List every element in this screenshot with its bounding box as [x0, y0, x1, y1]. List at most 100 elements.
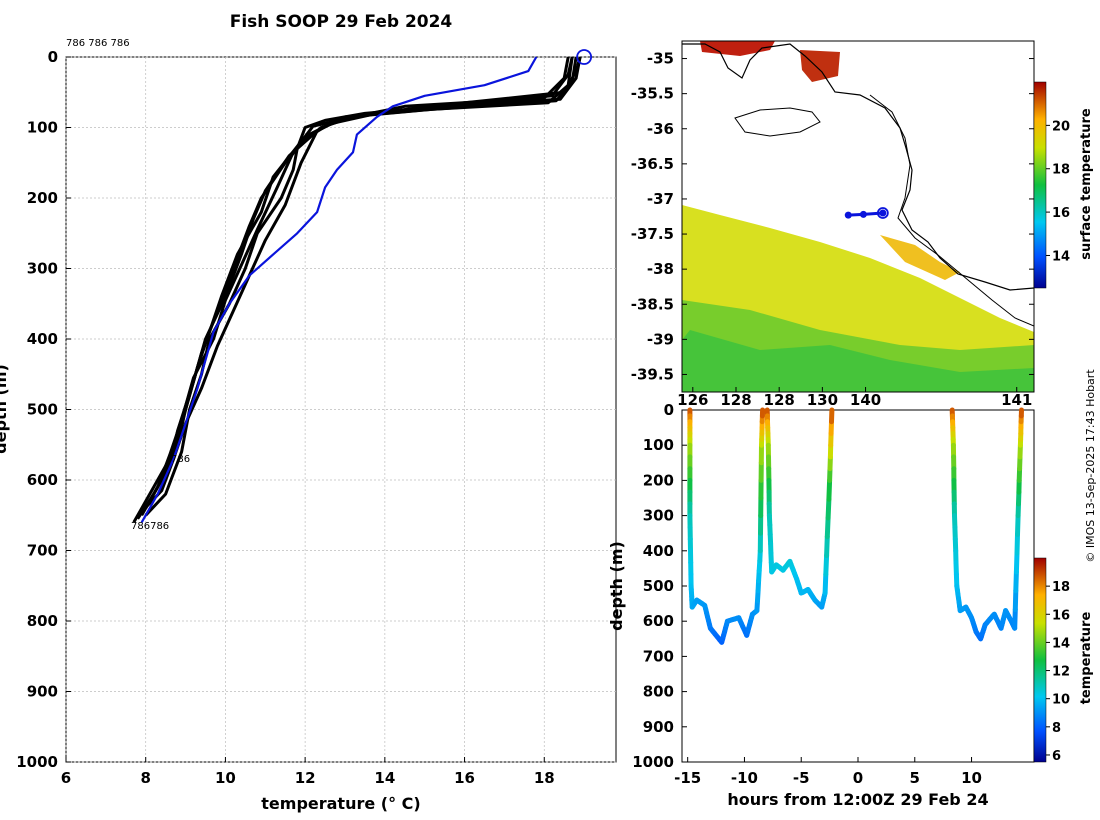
ship-position-marker — [876, 207, 889, 219]
map-axis-ticks: -35 -35.5 -36 -36.5 -37 -37.5 -38 -38.5 -39 -39.5… — [631, 50, 1034, 409]
map-y-tick-label-6: -38 — [647, 260, 674, 278]
map-x-tick-label-4: 140 — [850, 391, 881, 409]
section-colorbar-tick-label-3: 12 — [1052, 665, 1070, 680]
cast-2-segment-14-3 — [1013, 550, 1020, 575]
profile-x-tick-label-6: 18 — [534, 769, 555, 787]
map-y-tick-label-2: -36 — [647, 120, 674, 138]
map-y-tick-label-5: -37.5 — [631, 225, 674, 243]
cast-id-label-mid: 786 — [171, 454, 190, 465]
profile-6-line — [144, 56, 574, 509]
section-x-tick-label-5: 10 — [961, 769, 982, 787]
cast-1-segment-12-4 — [825, 496, 832, 521]
profile-grid — [65, 56, 616, 763]
cast-2-segment-14-0 — [1012, 607, 1018, 631]
section-y-tick-label-10: 1000 — [632, 753, 674, 771]
profile-x-tick-label-2: 10 — [215, 769, 236, 787]
section-x-tick-label-1: -10 — [731, 769, 758, 787]
section-y-tick-label-9: 900 — [643, 718, 674, 736]
cast-2-segment-14-4 — [1014, 531, 1020, 556]
section-panel: -15 -10 -5 0 5 100100200300400500600700800900… — [607, 401, 1094, 809]
section-y-tick-label-4: 400 — [643, 542, 674, 560]
map-x-tick-label-3: 130 — [807, 391, 838, 409]
isobath — [869, 94, 1034, 327]
section-y-tick-label-5: 500 — [643, 577, 674, 595]
section-colorbar-ticks: 6 8 10 12 14 16 18 — [1046, 580, 1070, 764]
profile-lines — [132, 49, 593, 524]
section-y-tick-label-3: 300 — [643, 507, 674, 525]
ship-track-point-2 — [879, 209, 887, 217]
section-plot-frame — [681, 409, 1035, 763]
credit-text: © IMOS 13-Sep-2025 17:43 Hobart — [1084, 369, 1097, 563]
inlet-hot-patch — [800, 50, 840, 82]
profile-5-line — [140, 56, 570, 517]
profile-x-tick-label-5: 16 — [454, 769, 475, 787]
cast-1-segment-12-3 — [824, 515, 831, 540]
cast-1-segment-12-0 — [822, 571, 829, 596]
section-x-tick-label-0: -15 — [674, 769, 701, 787]
section-y-tick-label-6: 600 — [643, 612, 674, 630]
profile-annotations: 786 786 786 786 786786 — [66, 38, 190, 532]
map-x-tick-label-1: 128 — [720, 391, 751, 409]
map-colorbar-ticks: 14 16 18 20 — [1046, 119, 1070, 264]
profile-y-tick-label-10: 1000 — [16, 753, 58, 771]
cast-id-label-bottom: 786786 — [131, 521, 169, 532]
profile-y-tick-label-3: 300 — [27, 260, 58, 278]
profile-axis-ticks: 6 8 10 12 14 16 18 0 100 200 300 400 500 600 700 800 900… — [16, 48, 554, 787]
ship-track-point-0 — [844, 211, 852, 219]
profile-y-tick-label-6: 600 — [27, 471, 58, 489]
map-y-tick-label-4: -37 — [647, 190, 674, 208]
map-x-tick-label-0: 126 — [677, 391, 708, 409]
reference-climatology-line — [140, 56, 538, 523]
map-y-tick-label-0: -35 — [647, 50, 674, 68]
profile-y-tick-label-0: 0 — [48, 48, 58, 66]
map-colorbar-label: surface temperature — [1079, 108, 1094, 260]
section-colorbar-tick-label-0: 6 — [1052, 749, 1061, 764]
map-colorbar-tick-label-3: 20 — [1052, 119, 1070, 134]
section-colorbar-label: temperature — [1079, 612, 1094, 705]
coastal-warm-patch — [880, 235, 960, 280]
section-axis-ticks: -15 -10 -5 0 5 100100200300400500600700800900… — [632, 401, 982, 787]
profile-y-tick-label-8: 800 — [27, 612, 58, 630]
map-x-tick-label-2: 128 — [764, 391, 795, 409]
map-y-tick-label-7: -38.5 — [631, 295, 674, 313]
section-y-axis-label: depth (m) — [607, 541, 626, 631]
ship-track — [844, 207, 889, 219]
section-colorbar — [1033, 557, 1047, 763]
section-x-tick-label-4: 5 — [910, 769, 920, 787]
profile-y-tick-label-1: 100 — [27, 119, 58, 137]
cast-1-segment-12-1 — [823, 553, 830, 577]
profile-y-tick-label-4: 400 — [27, 330, 58, 348]
map-y-tick-label-3: -36.5 — [631, 155, 674, 173]
profile-y-tick-label-2: 200 — [27, 189, 58, 207]
map-y-tick-label-9: -39.5 — [631, 365, 674, 383]
cast-1-segment-12-5 — [826, 477, 833, 502]
map-colorbar-tick-label-0: 14 — [1052, 249, 1070, 264]
section-casts — [687, 407, 1024, 645]
ship-track-point-1 — [859, 210, 867, 218]
gulf-hot-patch — [700, 41, 775, 56]
section-y-tick-label-8: 800 — [643, 683, 674, 701]
section-y-tick-label-0: 0 — [664, 401, 674, 419]
section-colorbar-tick-label-2: 10 — [1052, 693, 1070, 708]
map-x-tick-label-5: 141 — [1001, 391, 1032, 409]
profile-y-tick-label-5: 500 — [27, 401, 58, 419]
profile-y-tick-label-9: 900 — [27, 683, 58, 701]
profile-y-tick-label-7: 700 — [27, 542, 58, 560]
section-colorbar-tick-label-1: 8 — [1052, 721, 1061, 736]
profile-panel: 6 8 10 12 14 16 18 0 100 200 300 400 500 600 700 800 900… — [0, 38, 617, 813]
profile-x-tick-label-1: 8 — [140, 769, 150, 787]
island-outline — [734, 107, 821, 137]
section-y-tick-label-7: 700 — [643, 647, 674, 665]
cast-2-segment-14-5 — [1015, 513, 1021, 537]
cast-2-segment-14-2 — [1013, 569, 1019, 594]
profile-y-axis-label: depth (m) — [0, 364, 10, 454]
profile-plot-frame — [65, 56, 617, 763]
profile-x-tick-label-3: 12 — [295, 769, 316, 787]
map-panel: -35 -35.5 -36 -36.5 -37 -37.5 -38 -38.5 -39 -39.5… — [631, 40, 1094, 409]
coastline — [682, 43, 1034, 291]
profile-x-axis-label: temperature (° C) — [261, 794, 420, 813]
section-x-tick-label-3: 0 — [853, 769, 863, 787]
section-y-tick-label-1: 100 — [643, 436, 674, 454]
section-y-tick-label-2: 200 — [643, 471, 674, 489]
